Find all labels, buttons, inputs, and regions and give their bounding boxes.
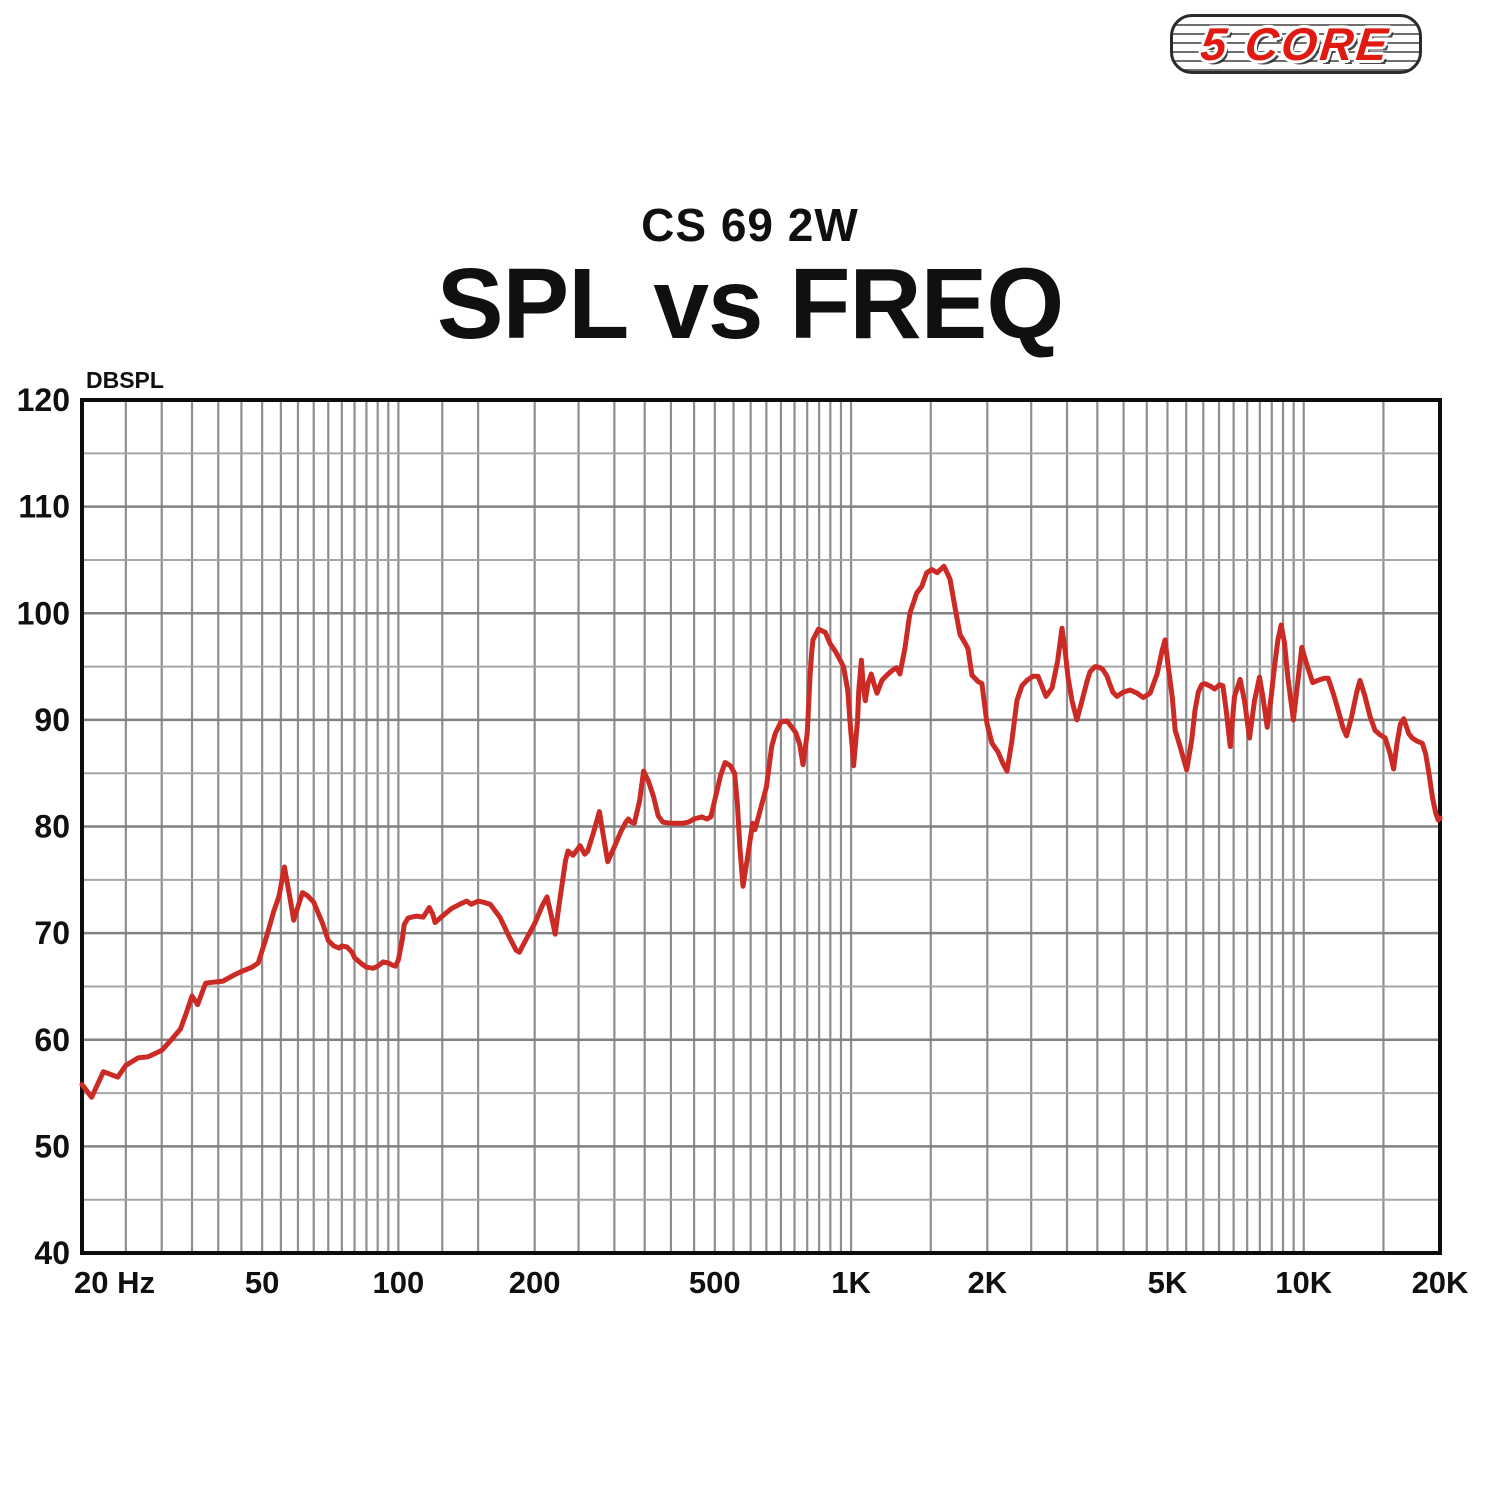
y-tick-label: 90: [34, 702, 70, 738]
x-tick-label: 20 Hz: [74, 1265, 155, 1300]
y-axis-unit-label: DBSPL: [86, 367, 164, 393]
x-tick-label: 1K: [831, 1265, 871, 1300]
chart-subtitle: CS 69 2W: [641, 199, 859, 251]
page-title: SPL vs FREQ: [436, 248, 1064, 360]
brand-logo: 5 CORE: [1170, 14, 1422, 74]
x-tick-label: 10K: [1275, 1265, 1332, 1300]
y-tick-label: 40: [34, 1235, 70, 1271]
x-tick-label: 20K: [1412, 1265, 1469, 1300]
x-tick-label: 500: [689, 1265, 741, 1300]
x-tick-label: 50: [245, 1265, 279, 1300]
x-tick-label: 5K: [1148, 1265, 1188, 1300]
y-tick-label: 120: [17, 382, 70, 418]
plot-border: [80, 398, 1442, 1255]
y-tick-label: 110: [18, 489, 70, 525]
y-tick-label: 50: [34, 1128, 70, 1164]
chart-header: CS 69 2W SPL vs FREQ: [0, 198, 1500, 354]
x-tick-label: 200: [509, 1265, 561, 1300]
y-tick-label: 100: [17, 595, 70, 631]
x-tick-label: 100: [373, 1265, 425, 1300]
y-tick-label: 60: [34, 1022, 70, 1058]
x-tick-label: 2K: [968, 1265, 1008, 1300]
y-tick-label: 80: [34, 809, 70, 845]
spl-curve: [79, 563, 1443, 1100]
y-tick-label: 70: [34, 915, 70, 951]
